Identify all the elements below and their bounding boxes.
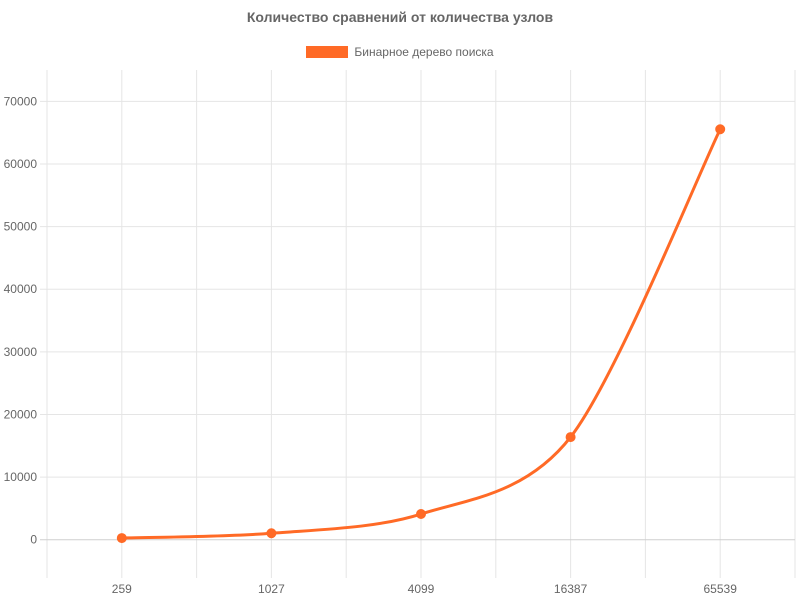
chart-title: Количество сравнений от количества узлов — [246, 9, 554, 25]
y-tick-label: 60000 — [4, 157, 38, 171]
data-point — [266, 528, 277, 539]
y-tick-label: 40000 — [4, 282, 38, 296]
y-tick-label: 50000 — [4, 220, 38, 234]
x-tick-label: 65539 — [704, 582, 738, 596]
legend-swatch — [306, 46, 349, 58]
data-point — [416, 509, 426, 520]
x-tick-label: 4099 — [408, 582, 435, 596]
legend-label: Бинарное дерево поиска — [354, 45, 494, 59]
y-tick-label: 70000 — [4, 94, 38, 108]
data-point — [565, 432, 576, 443]
y-tick-label: 0 — [30, 533, 37, 547]
data-point — [715, 124, 726, 135]
data-point — [116, 533, 127, 544]
x-tick-label: 259 — [112, 582, 132, 596]
x-tick-label: 16387 — [554, 582, 588, 596]
y-tick-label: 20000 — [4, 407, 38, 421]
series-line — [120, 127, 722, 540]
x-tick-label: 1027 — [258, 582, 285, 596]
y-tick-label: 30000 — [4, 345, 38, 359]
chart-legend: Бинарное дерево поиска — [0, 45, 800, 59]
y-tick-label: 10000 — [4, 470, 38, 484]
